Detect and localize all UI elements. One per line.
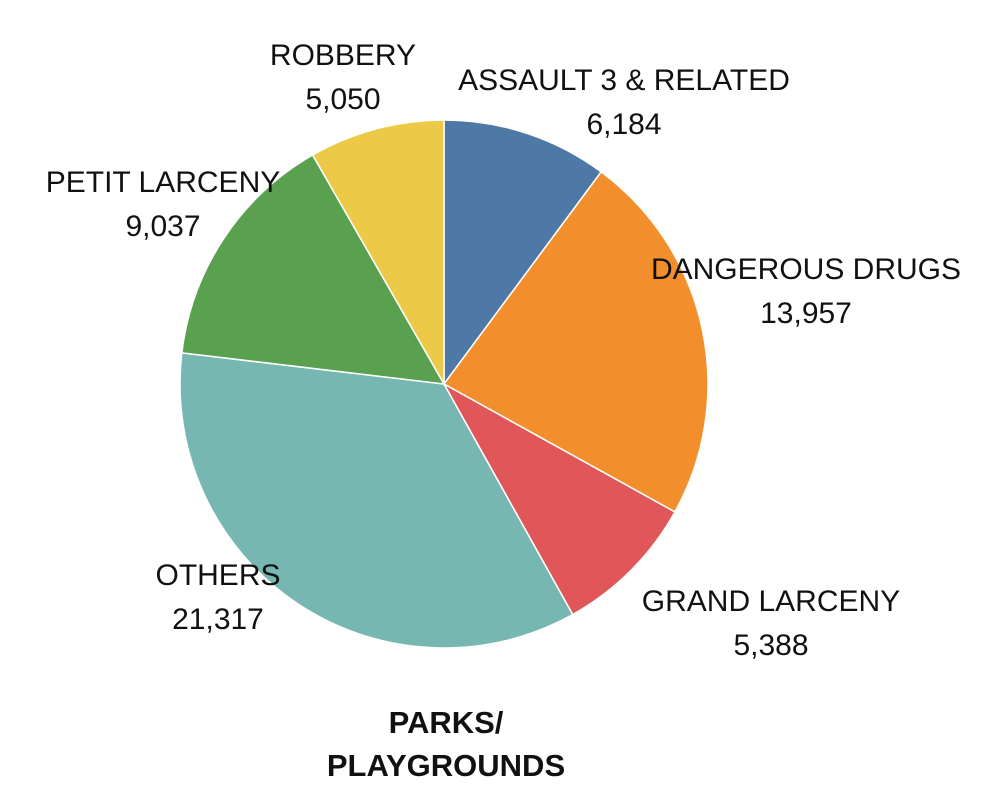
slice-value-dangerous-drugs: 13,957	[760, 297, 852, 330]
slice-label-grand-larceny: GRAND LARCENY	[642, 585, 900, 618]
pie-labels: ASSAULT 3 & RELATED 6,184 DANGEROUS DRUGS 1…	[46, 39, 961, 662]
pie-slice-dangerous-drugs	[442, 170, 709, 513]
pie-slices	[179, 119, 709, 649]
slice-label-others: OTHERS	[155, 559, 280, 592]
slice-value-assault-3-and-related: 6,184	[586, 108, 661, 141]
chart-title-line-2: PLAYGROUNDS	[327, 748, 565, 783]
slice-value-robbery: 5,050	[305, 83, 380, 116]
slice-label-assault-3-and-related: ASSAULT 3 & RELATED	[458, 64, 790, 97]
slice-value-petit-larceny: 9,037	[125, 210, 200, 243]
slice-value-others: 21,317	[172, 603, 264, 636]
chart-title-line-1: PARKS/	[389, 705, 504, 740]
slice-label-petit-larceny: PETIT LARCENY	[46, 166, 281, 199]
pie-slice-assault-3-and-related	[443, 119, 603, 387]
pie-slice-grand-larceny	[442, 382, 676, 616]
slice-value-grand-larceny: 5,388	[733, 629, 808, 662]
pie-slice-others	[179, 352, 574, 649]
slice-label-robbery: ROBBERY	[270, 39, 416, 72]
pie-slice-petit-larceny	[181, 153, 446, 385]
slice-label-dangerous-drugs: DANGEROUS DRUGS	[651, 253, 961, 286]
pie-slice-robbery	[311, 119, 445, 387]
